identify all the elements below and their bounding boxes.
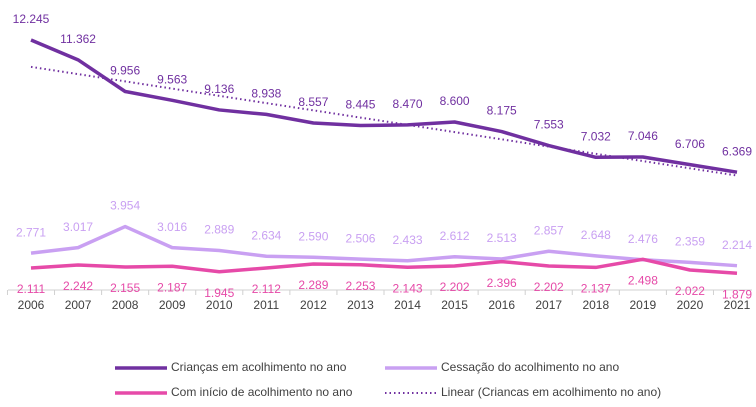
data-label: 2.889	[204, 223, 234, 237]
x-tick-label: 2007	[65, 298, 92, 312]
x-tick-label: 2021	[724, 298, 751, 312]
data-label: 8.557	[298, 95, 328, 109]
legend-label: Linear (Criancas em acolhimento no ano)	[441, 385, 661, 399]
x-tick-label: 2014	[394, 298, 421, 312]
data-label: 2.396	[487, 276, 517, 290]
series-line	[30, 224, 738, 268]
data-label: 6.369	[722, 144, 752, 158]
series-line	[30, 257, 738, 275]
data-label: 2.634	[251, 228, 281, 242]
data-label: 8.470	[393, 97, 423, 111]
x-tick-label: 2015	[441, 298, 468, 312]
data-label: 2.612	[440, 229, 470, 243]
data-label: 2.187	[157, 280, 187, 294]
data-label: 2.242	[63, 279, 93, 293]
data-label: 2.112	[252, 282, 281, 296]
data-label: 2.648	[581, 228, 611, 242]
x-tick-label: 2017	[535, 298, 562, 312]
data-label: 6.706	[675, 137, 705, 151]
trend-line	[30, 65, 738, 177]
data-label: 2.513	[487, 231, 517, 245]
data-label: 2.111	[17, 282, 46, 296]
data-label: 8.938	[251, 87, 281, 101]
data-label: 7.046	[628, 129, 658, 143]
data-label: 2.253	[345, 279, 375, 293]
data-label: 2.202	[534, 280, 564, 294]
legend-label: Cessação do acolhimento no ano	[441, 360, 619, 374]
x-tick-label: 2012	[300, 298, 327, 312]
data-label: 12.245	[13, 12, 50, 26]
data-label: 8.445	[345, 98, 375, 112]
data-label: 2.590	[298, 229, 328, 243]
data-label: 2.476	[628, 232, 658, 246]
data-label: 2.155	[110, 281, 140, 295]
data-label: 1.945	[204, 286, 234, 300]
x-tick-label: 2019	[630, 298, 657, 312]
data-label: 7.032	[581, 129, 611, 143]
x-tick-label: 2016	[488, 298, 515, 312]
legend-label: Com início de acolhimento no ano	[171, 385, 353, 399]
data-label: 2.143	[393, 281, 423, 295]
data-label: 3.016	[157, 220, 187, 234]
series-line	[30, 38, 738, 174]
data-label: 2.857	[534, 223, 564, 237]
data-label: 2.214	[722, 238, 752, 252]
data-label: 11.362	[60, 32, 96, 46]
x-tick-label: 2008	[112, 298, 139, 312]
data-label: 2.506	[345, 231, 375, 245]
x-tick-label: 2018	[582, 298, 609, 312]
data-label: 2.498	[628, 273, 658, 287]
data-label: 7.553	[534, 118, 564, 132]
x-tick-label: 2011	[253, 298, 279, 312]
data-label: 2.289	[298, 278, 328, 292]
data-label: 2.433	[393, 233, 423, 247]
data-label: 8.175	[487, 104, 517, 118]
x-tick-label: 2013	[347, 298, 374, 312]
data-label: 9.956	[110, 64, 140, 78]
data-label: 2.022	[675, 284, 705, 298]
data-label: 3.017	[63, 220, 93, 234]
data-label: 2.137	[581, 282, 611, 296]
data-label: 2.202	[440, 280, 470, 294]
data-label: 2.771	[16, 225, 46, 239]
x-tick-label: 2010	[206, 298, 233, 312]
data-label: 1.879	[722, 287, 752, 301]
data-label: 9.563	[157, 73, 187, 87]
x-tick-label: 2020	[677, 298, 704, 312]
data-label: 8.600	[440, 94, 470, 108]
x-tick-label: 2006	[18, 298, 45, 312]
data-label: 9.136	[204, 82, 234, 96]
data-label: 3.954	[110, 199, 140, 213]
data-label: 2.359	[675, 235, 705, 249]
legend-label: Crianças em acolhimento no ano	[171, 360, 347, 374]
x-tick-label: 2009	[159, 298, 186, 312]
